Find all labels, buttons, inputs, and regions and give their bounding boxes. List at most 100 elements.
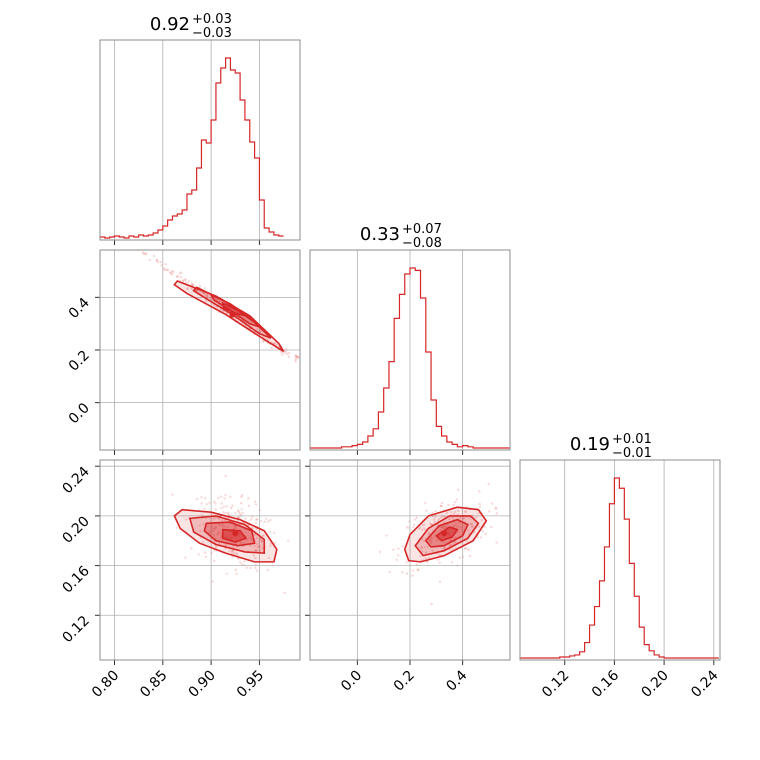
scatter-point xyxy=(438,580,442,584)
scatter-point xyxy=(439,516,443,520)
scatter-point xyxy=(450,543,453,546)
scatter-point xyxy=(273,342,277,345)
scatter-point xyxy=(296,357,299,360)
panel-frame-0-0 xyxy=(99,39,301,241)
scatter-point xyxy=(233,524,237,528)
scatter-point xyxy=(211,529,215,533)
scatter-point xyxy=(204,555,208,559)
scatter-point xyxy=(249,566,252,570)
scatter-point xyxy=(200,496,203,499)
scatter-point xyxy=(352,399,354,401)
scatter-point xyxy=(425,509,428,512)
scatter-point xyxy=(254,556,257,560)
scatter-point xyxy=(245,566,248,570)
scatter-point xyxy=(471,525,474,529)
scatter-point xyxy=(438,553,441,557)
scatter-point xyxy=(418,527,421,530)
scatter-point xyxy=(313,372,315,374)
scatter-point xyxy=(465,540,468,543)
scatter-point xyxy=(255,518,259,521)
panel-frame-1-1 xyxy=(309,249,511,451)
scatter-point xyxy=(424,551,428,554)
x-tick-label-2-1: 0.16 xyxy=(589,667,622,700)
scatter-point xyxy=(494,507,498,510)
scatter-point xyxy=(305,366,307,368)
scatter-point xyxy=(268,530,272,533)
scatter-point xyxy=(255,569,259,572)
scatter-point xyxy=(255,518,258,521)
scatter-point xyxy=(285,352,288,355)
scatter-point xyxy=(205,293,208,296)
scatter-point xyxy=(224,511,227,515)
scatter-point xyxy=(208,501,211,504)
scatter-point xyxy=(224,493,227,497)
scatter-point xyxy=(259,519,263,523)
scatter-point xyxy=(484,532,487,536)
scatter-point xyxy=(155,258,159,262)
scatter-point xyxy=(270,346,273,349)
scatter-point xyxy=(217,517,221,521)
scatter-point xyxy=(422,527,425,530)
scatter-point xyxy=(212,533,215,537)
scatter-point xyxy=(350,402,352,404)
scatter-point xyxy=(225,543,228,546)
scatter-point xyxy=(430,539,433,543)
scatter-point xyxy=(489,525,493,529)
scatter-point xyxy=(232,549,235,553)
scatter-point xyxy=(452,517,455,521)
scatter-point xyxy=(295,354,298,358)
scatter-point xyxy=(229,506,233,510)
scatter-point xyxy=(228,549,231,552)
scatter-point xyxy=(237,510,241,514)
scatter-point xyxy=(243,559,246,563)
scatter-point xyxy=(141,246,143,248)
scatter-point xyxy=(451,547,454,551)
scatter-point xyxy=(187,280,190,283)
scatter-point xyxy=(469,522,472,526)
title-minus-2: −0.01 xyxy=(612,446,652,461)
scatter-point xyxy=(445,511,449,515)
scatter-point xyxy=(198,290,202,294)
scatter-point xyxy=(445,525,448,528)
title-value-1: 0.33 xyxy=(360,224,400,245)
scatter-point xyxy=(152,254,156,258)
scatter-point xyxy=(440,526,444,529)
scatter-point xyxy=(267,556,271,560)
scatter-point xyxy=(144,252,148,255)
scatter-point xyxy=(320,372,322,374)
scatter-point xyxy=(401,544,404,548)
scatter-point xyxy=(487,510,491,513)
scatter-point xyxy=(287,351,291,355)
title-minus-0: −0.03 xyxy=(192,26,232,41)
scatter-point xyxy=(247,497,250,500)
scatter-point xyxy=(141,251,145,254)
scatter-point xyxy=(457,521,461,524)
scatter-point xyxy=(468,554,472,558)
scatter-point xyxy=(224,474,227,478)
x-tick-label-0-2: 0.90 xyxy=(186,668,219,701)
scatter-point xyxy=(219,535,223,539)
scatter-point xyxy=(249,544,252,548)
scatter-point xyxy=(452,512,455,516)
scatter-point xyxy=(265,517,268,520)
y-tick-label-1-2: 0.4 xyxy=(66,295,93,322)
scatter-point xyxy=(237,557,240,561)
scatter-point xyxy=(182,278,185,282)
scatter-point xyxy=(405,561,408,564)
scatter-point xyxy=(287,539,290,542)
scatter-point xyxy=(142,252,146,255)
scatter-point xyxy=(426,545,430,548)
scatter-point xyxy=(429,538,432,542)
scatter-point xyxy=(431,549,435,552)
scatter-point xyxy=(477,511,480,515)
scatter-point xyxy=(438,561,441,565)
x-tick-label-0-3: 0.95 xyxy=(234,668,267,701)
scatter-point xyxy=(226,511,230,514)
scatter-point xyxy=(454,523,458,526)
scatter-point xyxy=(416,568,419,571)
scatter-point xyxy=(239,561,242,564)
scatter-point xyxy=(254,503,258,506)
scatter-point xyxy=(239,541,243,545)
scatter-point xyxy=(454,500,457,504)
contour-0-1-0 xyxy=(173,280,285,352)
